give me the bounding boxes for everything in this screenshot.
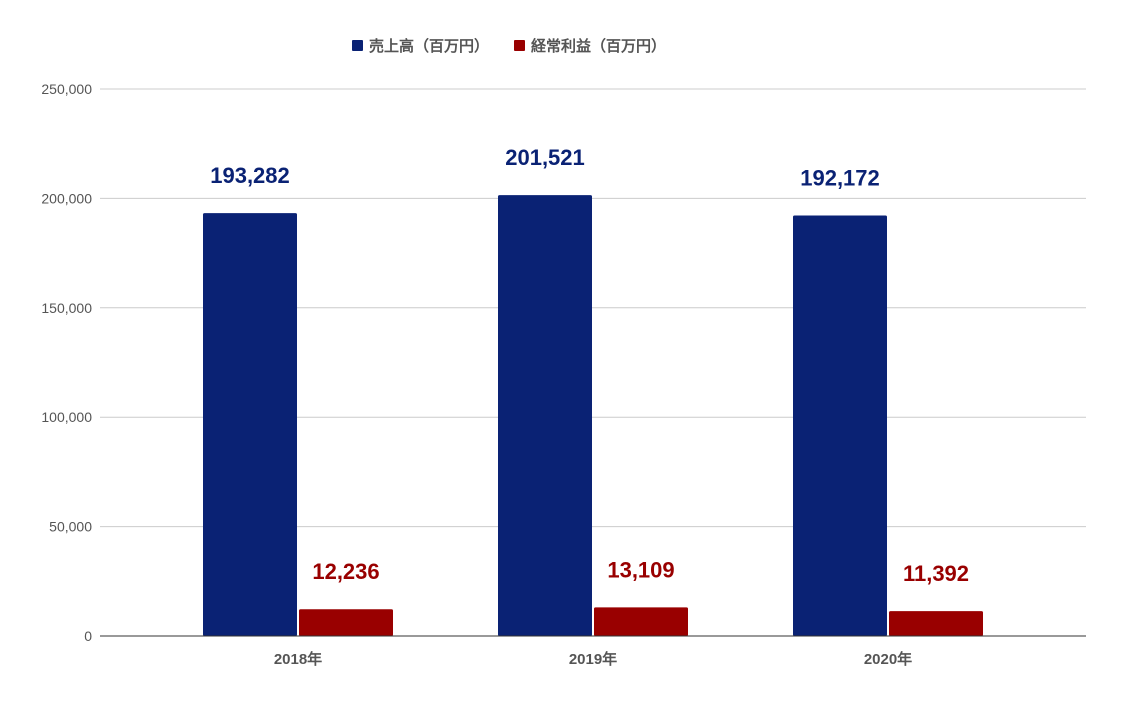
data-label: 193,282 bbox=[210, 163, 290, 188]
data-labels: 193,282 201,521 192,172 12,236 13,109 11,392 bbox=[210, 145, 969, 586]
y-tick-label: 0 bbox=[84, 628, 92, 644]
bar bbox=[594, 607, 688, 636]
legend-swatch bbox=[514, 40, 525, 51]
data-label: 13,109 bbox=[607, 557, 674, 582]
y-tick-label: 150,000 bbox=[41, 300, 92, 316]
data-label: 192,172 bbox=[800, 166, 880, 191]
bar bbox=[793, 215, 887, 637]
x-tick-label: 2020年 bbox=[864, 650, 912, 668]
data-label: 12,236 bbox=[312, 559, 379, 584]
bar bbox=[299, 609, 393, 636]
y-tick-label: 250,000 bbox=[41, 81, 92, 97]
x-axis: 2018年 2019年 2020年 bbox=[100, 635, 1086, 668]
bar bbox=[203, 213, 297, 636]
data-label: 11,392 bbox=[903, 561, 969, 586]
y-tick-label: 50,000 bbox=[49, 519, 92, 535]
x-tick-label: 2018年 bbox=[274, 650, 322, 668]
x-tick-label: 2019年 bbox=[569, 650, 617, 668]
y-tick-label: 200,000 bbox=[41, 190, 92, 206]
bars bbox=[203, 195, 983, 637]
y-tick-label: 100,000 bbox=[41, 409, 92, 425]
legend-label: 売上高（百万円） bbox=[369, 37, 489, 55]
bar bbox=[889, 611, 983, 636]
legend: 売上高（百万円） 経常利益（百万円） bbox=[352, 37, 666, 55]
legend-swatch bbox=[352, 40, 363, 51]
legend-label: 経常利益（百万円） bbox=[531, 37, 666, 55]
bar bbox=[498, 195, 592, 636]
y-axis: 0 50,000 100,000 150,000 200,000 250,000 bbox=[41, 81, 92, 644]
data-label: 201,521 bbox=[505, 145, 585, 170]
